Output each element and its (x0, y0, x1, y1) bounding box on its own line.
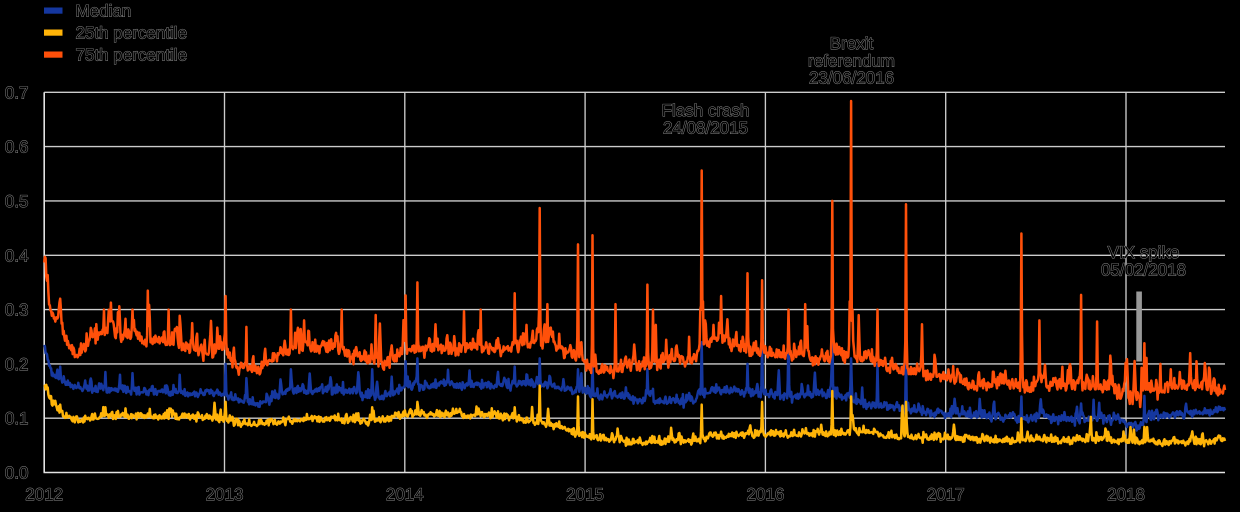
svg-text:0.5: 0.5 (5, 192, 29, 211)
svg-text:75th percentile: 75th percentile (76, 46, 188, 65)
svg-text:2015: 2015 (566, 485, 604, 504)
svg-text:2013: 2013 (206, 485, 244, 504)
svg-text:VIX spike: VIX spike (1108, 243, 1180, 262)
svg-text:Brexit: Brexit (830, 34, 874, 53)
svg-text:2018: 2018 (1107, 485, 1145, 504)
svg-text:Flash crash: Flash crash (662, 101, 750, 120)
svg-text:0.3: 0.3 (5, 301, 29, 320)
svg-text:0.4: 0.4 (5, 246, 29, 265)
svg-text:referendum: referendum (808, 51, 895, 70)
svg-text:0.0: 0.0 (5, 464, 29, 483)
svg-text:25th percentile: 25th percentile (76, 24, 188, 43)
svg-text:2014: 2014 (386, 485, 424, 504)
svg-text:23/06/2016: 23/06/2016 (809, 69, 894, 88)
svg-text:2012: 2012 (25, 485, 63, 504)
svg-text:0.2: 0.2 (5, 355, 29, 374)
svg-text:Median: Median (76, 2, 132, 21)
svg-text:0.6: 0.6 (5, 138, 29, 157)
svg-text:05/02/2018: 05/02/2018 (1101, 260, 1186, 279)
svg-text:2016: 2016 (746, 485, 784, 504)
svg-text:2017: 2017 (927, 485, 965, 504)
svg-text:24/08/2015: 24/08/2015 (663, 118, 748, 137)
svg-text:0.1: 0.1 (5, 409, 29, 428)
svg-text:0.7: 0.7 (5, 83, 29, 102)
